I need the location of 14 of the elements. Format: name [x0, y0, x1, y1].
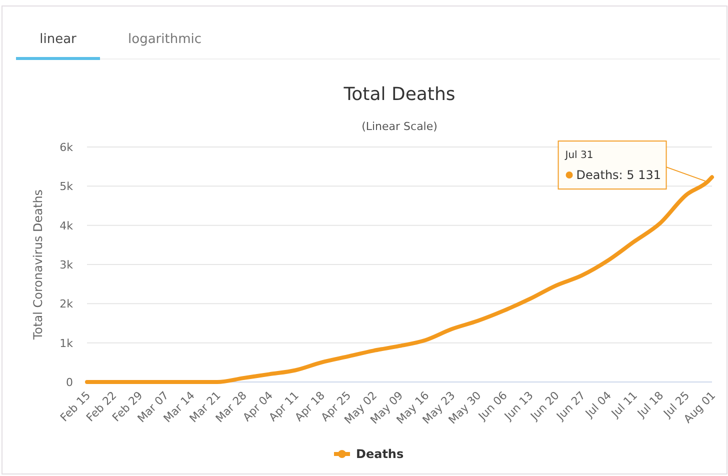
chart-title: Total Deaths	[342, 84, 456, 105]
legend-label: Deaths	[356, 447, 404, 461]
y-tick-label: 1k	[60, 336, 74, 350]
text: linear	[40, 32, 78, 47]
annotation: Jul 31 Deaths: 5 131	[564, 150, 662, 182]
y-axis-title: Total Coronavirus Deaths	[31, 189, 45, 341]
text: logarithmic	[128, 32, 202, 47]
y-tick-label: 0	[66, 376, 73, 389]
y-tick-label: 5k	[60, 180, 74, 194]
y-tick-label: 2k	[60, 298, 74, 311]
chart-subtitle: (Linear Scale)	[362, 120, 438, 133]
y-tick-label: 3k	[60, 258, 74, 272]
y-tick-label: 4k	[60, 219, 74, 232]
y-tick-label: 6k	[60, 141, 74, 154]
